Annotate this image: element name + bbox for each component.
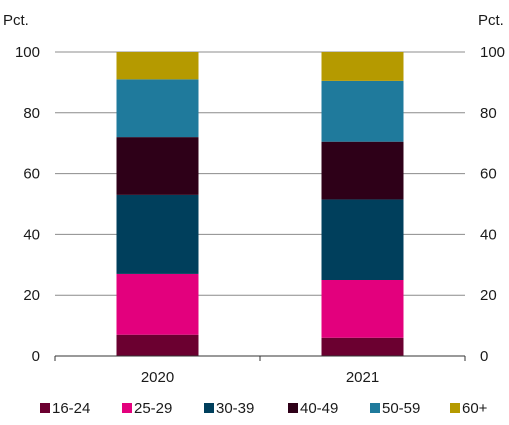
legend-swatch bbox=[370, 403, 380, 413]
y-tick-label-left: 60 bbox=[23, 166, 40, 183]
bars bbox=[116, 52, 404, 356]
y-tick-label-right: 60 bbox=[480, 166, 497, 183]
bar-segment-40-49-2021 bbox=[321, 141, 404, 200]
y-tick-label-right: 40 bbox=[480, 226, 497, 243]
legend-label: 16-24 bbox=[52, 400, 90, 417]
y-tick-label-right: 20 bbox=[480, 287, 497, 304]
legend-label: 50-59 bbox=[382, 400, 420, 417]
y-unit-label-left: Pct. bbox=[3, 12, 29, 29]
legend-label: 30-39 bbox=[216, 400, 254, 417]
bar-segment-16-24-2020 bbox=[116, 334, 199, 356]
y-unit-label-right: Pct. bbox=[478, 12, 504, 29]
legend-swatch bbox=[40, 403, 50, 413]
legend-label: 25-29 bbox=[134, 400, 172, 417]
y-tick-label-right: 100 bbox=[480, 44, 505, 61]
y-tick-label-left: 80 bbox=[23, 105, 40, 122]
y-tick-label-left: 0 bbox=[32, 348, 40, 365]
legend-label: 60+ bbox=[462, 400, 488, 417]
bar-segment-60+-2021 bbox=[321, 52, 404, 81]
legend-swatch bbox=[288, 403, 298, 413]
legend-swatch bbox=[450, 403, 460, 413]
bar-segment-60+-2020 bbox=[116, 52, 199, 80]
bar-segment-16-24-2021 bbox=[321, 337, 404, 356]
bar-segment-25-29-2021 bbox=[321, 280, 404, 338]
bar-segment-30-39-2021 bbox=[321, 199, 404, 280]
legend-swatch bbox=[122, 403, 132, 413]
bar-segment-30-39-2020 bbox=[116, 194, 199, 274]
legend-label: 40-49 bbox=[300, 400, 338, 417]
y-tick-label-left: 100 bbox=[15, 44, 40, 61]
x-category-label: 2021 bbox=[346, 369, 379, 386]
bar-segment-25-29-2020 bbox=[116, 273, 199, 335]
y-tick-label-right: 0 bbox=[480, 348, 488, 365]
legend-swatch bbox=[204, 403, 214, 413]
y-tick-label-right: 80 bbox=[480, 105, 497, 122]
legend: 16-24 25-29 30-39 40-49 50-59 60+ bbox=[40, 400, 488, 417]
bar-segment-50-59-2021 bbox=[321, 80, 404, 142]
x-category-label: 2020 bbox=[141, 369, 174, 386]
y-tick-label-left: 40 bbox=[23, 226, 40, 243]
bar-segment-40-49-2020 bbox=[116, 137, 199, 195]
y-tick-label-left: 20 bbox=[23, 287, 40, 304]
bar-segment-50-59-2020 bbox=[116, 79, 199, 138]
